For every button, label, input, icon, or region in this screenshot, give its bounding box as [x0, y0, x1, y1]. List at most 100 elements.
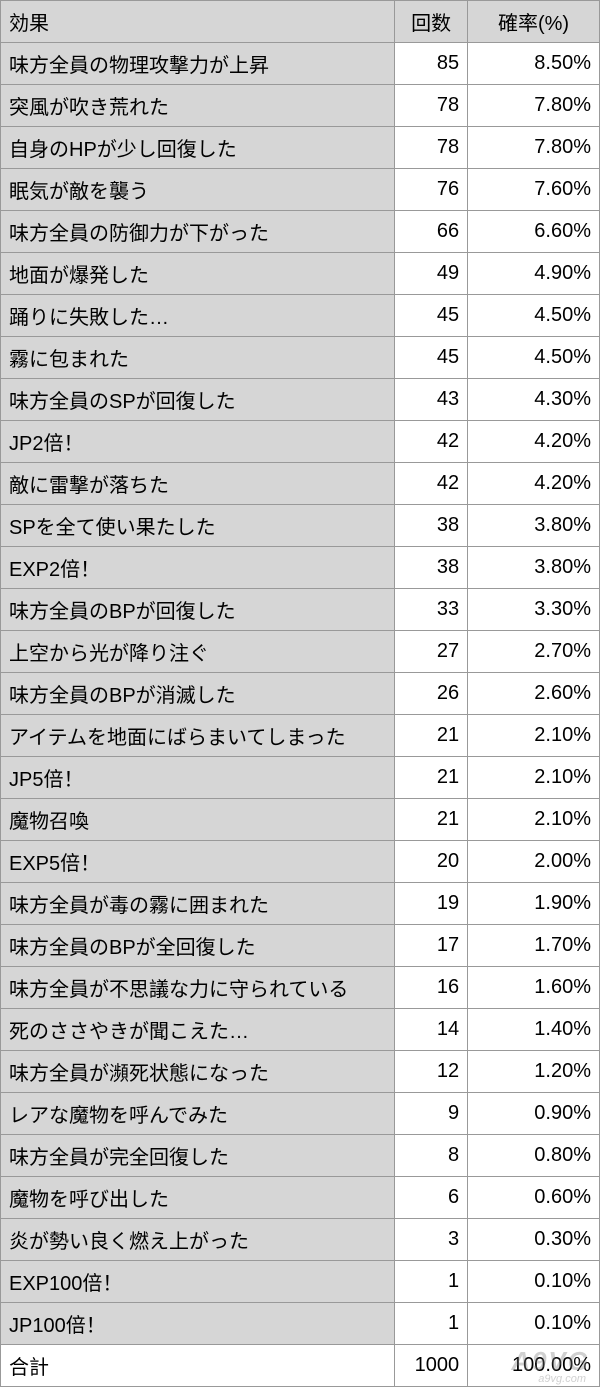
cell-count: 21 — [395, 799, 468, 841]
cell-probability: 3.30% — [468, 589, 600, 631]
cell-effect: JP100倍！ — [1, 1303, 395, 1345]
cell-probability: 4.20% — [468, 421, 600, 463]
cell-effect: アイテムを地面にばらまいてしまった — [1, 715, 395, 757]
table-row: 味方全員の物理攻撃力が上昇858.50% — [1, 43, 600, 85]
cell-probability: 0.80% — [468, 1135, 600, 1177]
table-row: EXP100倍！10.10% — [1, 1261, 600, 1303]
table-row: 味方全員の防御力が下がった666.60% — [1, 211, 600, 253]
cell-probability: 1.20% — [468, 1051, 600, 1093]
cell-count: 3 — [395, 1219, 468, 1261]
cell-effect: 味方全員のBPが全回復した — [1, 925, 395, 967]
cell-count: 78 — [395, 127, 468, 169]
header-effect: 効果 — [1, 1, 395, 43]
cell-effect: 眠気が敵を襲う — [1, 169, 395, 211]
table-row: EXP2倍！383.80% — [1, 547, 600, 589]
table-row: 死のささやきが聞こえた…141.40% — [1, 1009, 600, 1051]
cell-effect: 魔物を呼び出した — [1, 1177, 395, 1219]
cell-count: 16 — [395, 967, 468, 1009]
cell-count: 1 — [395, 1261, 468, 1303]
cell-count: 17 — [395, 925, 468, 967]
cell-count: 21 — [395, 715, 468, 757]
cell-effect: 味方全員の物理攻撃力が上昇 — [1, 43, 395, 85]
cell-effect: 死のささやきが聞こえた… — [1, 1009, 395, 1051]
cell-count: 38 — [395, 505, 468, 547]
cell-total-probability: 100.00% — [468, 1345, 600, 1387]
cell-count: 45 — [395, 295, 468, 337]
cell-probability: 0.10% — [468, 1261, 600, 1303]
cell-effect: EXP2倍！ — [1, 547, 395, 589]
table-row: 敵に雷撃が落ちた424.20% — [1, 463, 600, 505]
cell-probability: 1.60% — [468, 967, 600, 1009]
cell-count: 49 — [395, 253, 468, 295]
cell-effect: 突風が吹き荒れた — [1, 85, 395, 127]
cell-count: 42 — [395, 421, 468, 463]
table-row: 踊りに失敗した…454.50% — [1, 295, 600, 337]
table-row: 味方全員のBPが消滅した262.60% — [1, 673, 600, 715]
cell-probability: 4.90% — [468, 253, 600, 295]
table-row: JP5倍！212.10% — [1, 757, 600, 799]
cell-probability: 0.90% — [468, 1093, 600, 1135]
cell-probability: 2.10% — [468, 799, 600, 841]
cell-count: 21 — [395, 757, 468, 799]
cell-probability: 0.10% — [468, 1303, 600, 1345]
cell-effect: 踊りに失敗した… — [1, 295, 395, 337]
cell-probability: 8.50% — [468, 43, 600, 85]
cell-count: 27 — [395, 631, 468, 673]
table-row: 味方全員のBPが全回復した171.70% — [1, 925, 600, 967]
cell-effect: EXP100倍！ — [1, 1261, 395, 1303]
cell-effect: 味方全員が毒の霧に囲まれた — [1, 883, 395, 925]
table-row: SPを全て使い果たした383.80% — [1, 505, 600, 547]
cell-count: 78 — [395, 85, 468, 127]
cell-count: 38 — [395, 547, 468, 589]
cell-effect: 味方全員のSPが回復した — [1, 379, 395, 421]
cell-probability: 7.60% — [468, 169, 600, 211]
table-row: 炎が勢い良く燃え上がった30.30% — [1, 1219, 600, 1261]
cell-effect: JP2倍！ — [1, 421, 395, 463]
cell-probability: 4.50% — [468, 295, 600, 337]
table-row: アイテムを地面にばらまいてしまった212.10% — [1, 715, 600, 757]
cell-effect: 炎が勢い良く燃え上がった — [1, 1219, 395, 1261]
effects-table-container: 効果 回数 確率(%) 味方全員の物理攻撃力が上昇858.50%突風が吹き荒れた… — [0, 0, 600, 1387]
cell-probability: 7.80% — [468, 127, 600, 169]
cell-effect: 敵に雷撃が落ちた — [1, 463, 395, 505]
cell-probability: 0.30% — [468, 1219, 600, 1261]
cell-probability: 3.80% — [468, 505, 600, 547]
cell-probability: 4.50% — [468, 337, 600, 379]
cell-probability: 4.20% — [468, 463, 600, 505]
cell-effect: EXP5倍！ — [1, 841, 395, 883]
table-row: レアな魔物を呼んでみた90.90% — [1, 1093, 600, 1135]
cell-count: 26 — [395, 673, 468, 715]
cell-effect: 味方全員が瀕死状態になった — [1, 1051, 395, 1093]
cell-probability: 1.40% — [468, 1009, 600, 1051]
cell-count: 12 — [395, 1051, 468, 1093]
table-row: 味方全員が毒の霧に囲まれた191.90% — [1, 883, 600, 925]
cell-count: 45 — [395, 337, 468, 379]
cell-total-label: 合計 — [1, 1345, 395, 1387]
table-row: 地面が爆発した494.90% — [1, 253, 600, 295]
cell-effect: 味方全員が不思議な力に守られている — [1, 967, 395, 1009]
cell-probability: 1.90% — [468, 883, 600, 925]
cell-effect: 味方全員のBPが回復した — [1, 589, 395, 631]
table-row: 自身のHPが少し回復した787.80% — [1, 127, 600, 169]
cell-count: 66 — [395, 211, 468, 253]
cell-probability: 7.80% — [468, 85, 600, 127]
cell-probability: 2.10% — [468, 757, 600, 799]
cell-count: 42 — [395, 463, 468, 505]
table-row: 味方全員が完全回復した80.80% — [1, 1135, 600, 1177]
cell-probability: 2.00% — [468, 841, 600, 883]
cell-count: 85 — [395, 43, 468, 85]
cell-probability: 6.60% — [468, 211, 600, 253]
cell-effect: 味方全員のBPが消滅した — [1, 673, 395, 715]
cell-count: 1 — [395, 1303, 468, 1345]
cell-effect: JP5倍！ — [1, 757, 395, 799]
cell-count: 9 — [395, 1093, 468, 1135]
cell-probability: 1.70% — [468, 925, 600, 967]
header-count: 回数 — [395, 1, 468, 43]
table-row: JP100倍！10.10% — [1, 1303, 600, 1345]
cell-probability: 2.10% — [468, 715, 600, 757]
table-row: 上空から光が降り注ぐ272.70% — [1, 631, 600, 673]
table-row: 魔物召喚212.10% — [1, 799, 600, 841]
cell-effect: 霧に包まれた — [1, 337, 395, 379]
cell-effect: 自身のHPが少し回復した — [1, 127, 395, 169]
cell-count: 6 — [395, 1177, 468, 1219]
